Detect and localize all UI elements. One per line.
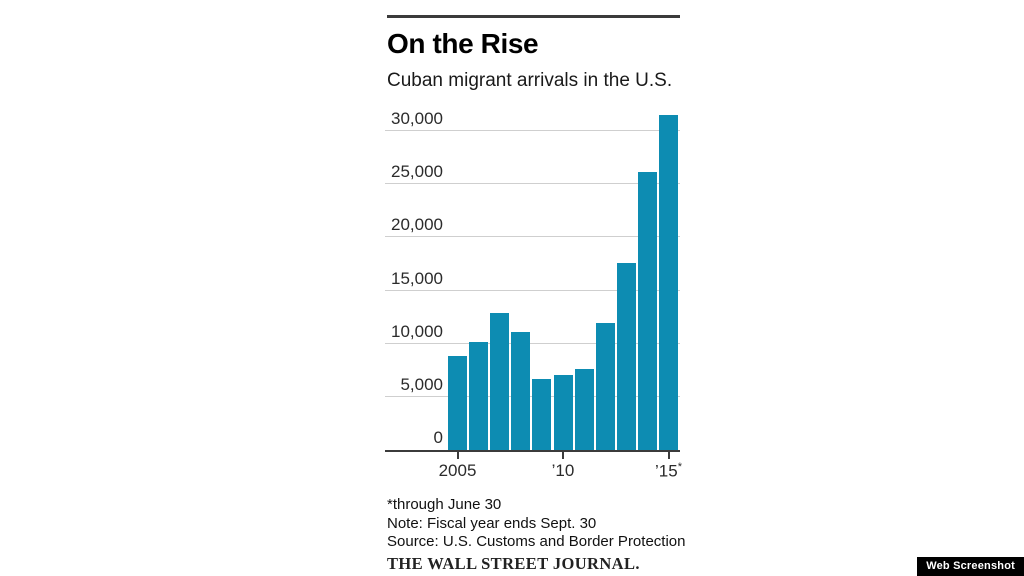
- x-axis-tick: [456, 452, 459, 459]
- plot-area: 0 5,000 10,000 15,000 20,000 25,000 30,000 2005…: [385, 100, 682, 488]
- x-tick-label: ’15*: [655, 461, 682, 481]
- bar-2010: [553, 374, 573, 450]
- footnote-note: Note: Fiscal year ends Sept. 30: [387, 514, 597, 532]
- bar-2005: [448, 356, 467, 450]
- gridline: [385, 342, 680, 344]
- bar-2007: [490, 312, 510, 450]
- y-tick-label: 0: [433, 428, 443, 447]
- wsj-logotype: THE WALL STREET JOURNAL.: [387, 554, 640, 573]
- y-tick-label: 5,000: [400, 374, 443, 394]
- asterisk-superscript: *: [677, 461, 682, 473]
- bar-2014: [637, 172, 657, 450]
- y-tick-label: 10,000: [391, 321, 443, 341]
- gridline: [385, 183, 680, 185]
- bar-2013: [616, 262, 636, 450]
- x-tick-label: 2005: [438, 461, 477, 480]
- footnotes: *through June 30 Note: Fiscal year ends …: [387, 496, 685, 552]
- x-tick-label: ’10: [551, 461, 575, 480]
- footnote-source: Source: U.S. Customs and Border Protecti…: [387, 533, 686, 550]
- gridline: [385, 289, 680, 291]
- x-axis-tick: [667, 452, 670, 459]
- bar-2012: [595, 323, 615, 450]
- bar-2011: [574, 369, 594, 450]
- bar-2015: [659, 115, 678, 450]
- bar-2009: [532, 378, 552, 450]
- bar-2006: [469, 341, 489, 450]
- gridline: [385, 236, 680, 238]
- gridline: [385, 130, 680, 131]
- chart-title: On the Rise: [387, 28, 539, 59]
- y-tick-label: 25,000: [391, 162, 443, 182]
- watermark-badge: Web Screenshot: [917, 557, 1024, 576]
- y-tick-label: 20,000: [391, 215, 443, 235]
- x-axis-line: [385, 450, 680, 452]
- y-tick-label: 30,000: [391, 109, 443, 128]
- y-tick-label: 15,000: [391, 268, 443, 288]
- x-axis-tick: [562, 452, 564, 459]
- bar-2008: [511, 331, 531, 450]
- footnote-asterisk: *through June 30: [387, 496, 502, 513]
- chart-subtitle: Cuban migrant arrivals in the U.S.: [387, 70, 673, 91]
- top-rule: [387, 15, 680, 18]
